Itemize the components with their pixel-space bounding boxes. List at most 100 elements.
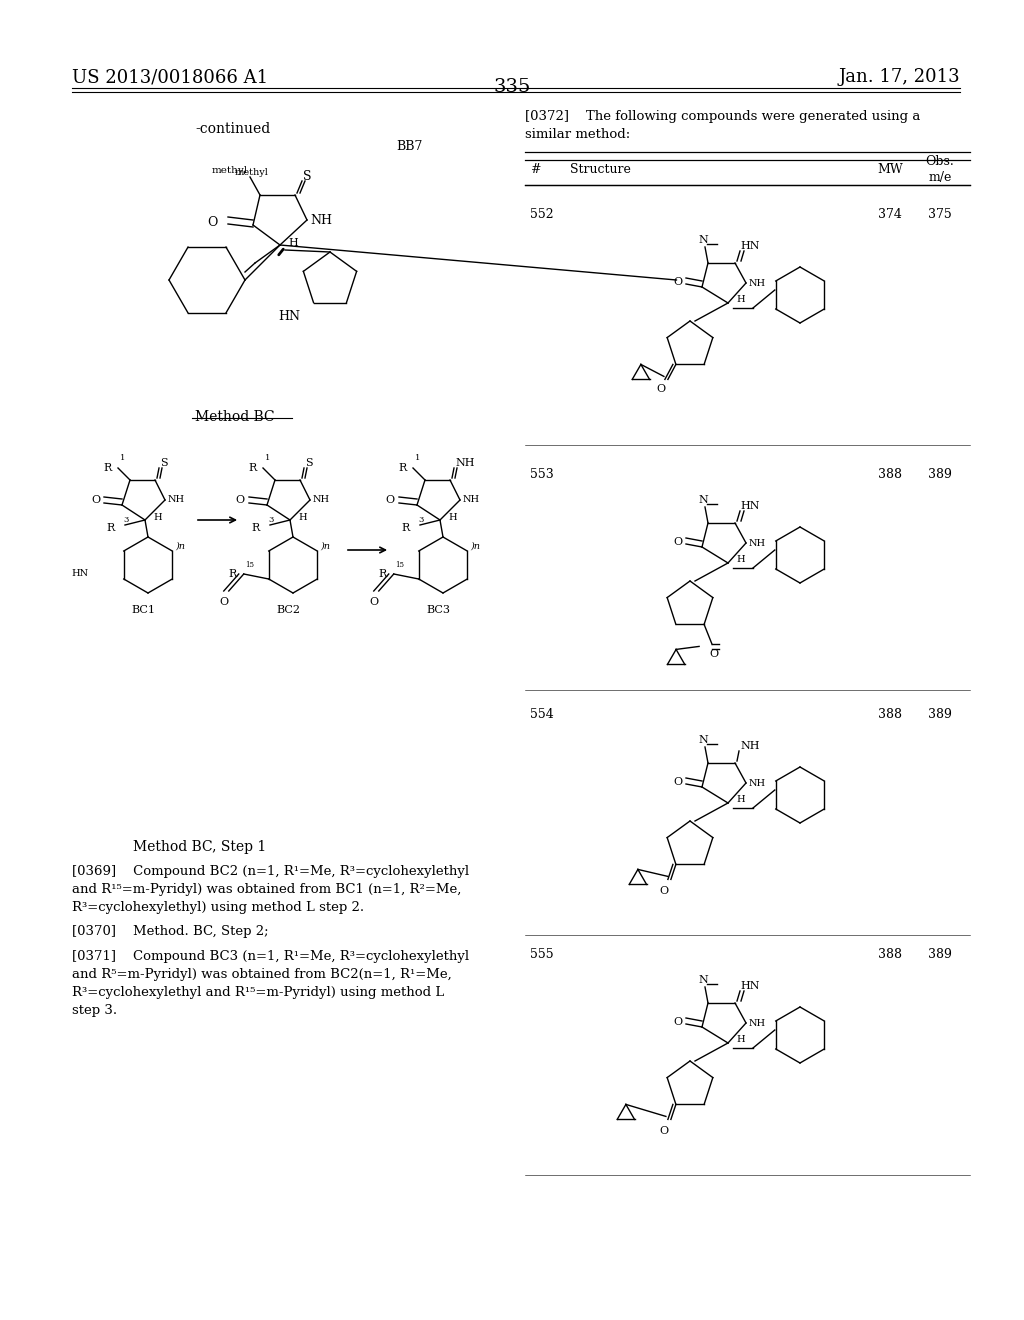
Text: and R⁵=m-Pyridyl) was obtained from BC2(n=1, R¹=Me,: and R⁵=m-Pyridyl) was obtained from BC2(… (72, 968, 452, 981)
Text: NH: NH (463, 495, 480, 504)
Text: BC1: BC1 (131, 605, 155, 615)
Text: Method BC, Step 1: Method BC, Step 1 (133, 840, 266, 854)
Text: O: O (659, 1126, 669, 1137)
Text: HN: HN (740, 502, 760, 511)
Text: H: H (153, 512, 162, 521)
Text: R³=cyclohexylethyl) using method L step 2.: R³=cyclohexylethyl) using method L step … (72, 902, 365, 913)
Text: S: S (160, 458, 168, 469)
Text: )n: )n (321, 541, 331, 550)
Text: R: R (103, 463, 112, 473)
Text: R: R (249, 463, 257, 473)
Text: m/e: m/e (929, 172, 951, 183)
Text: 388: 388 (878, 708, 902, 721)
Text: 15: 15 (394, 561, 403, 569)
Text: R: R (379, 569, 387, 579)
Text: O: O (656, 384, 666, 395)
Text: N: N (698, 975, 708, 985)
Text: H: H (449, 512, 457, 521)
Text: 388: 388 (878, 469, 902, 480)
Text: S: S (303, 170, 311, 183)
Text: O: O (659, 887, 669, 896)
Text: NH: NH (740, 741, 760, 751)
Text: H: H (736, 796, 744, 804)
Text: R: R (398, 463, 407, 473)
Text: O: O (219, 597, 228, 607)
Text: NH: NH (313, 495, 330, 504)
Text: 335: 335 (494, 78, 530, 96)
Text: 554: 554 (530, 708, 554, 721)
Text: NH: NH (455, 458, 474, 469)
Text: NH: NH (749, 779, 766, 788)
Text: R: R (252, 523, 260, 533)
Text: O: O (91, 495, 100, 506)
Text: 1: 1 (120, 454, 125, 462)
Text: S: S (305, 458, 312, 469)
Text: O: O (709, 649, 718, 660)
Text: R: R (228, 569, 237, 579)
Text: -continued: -continued (195, 121, 270, 136)
Text: NH: NH (749, 1019, 766, 1027)
Text: [0372]    The following compounds were generated using a: [0372] The following compounds were gene… (525, 110, 921, 123)
Text: )n: )n (470, 541, 480, 550)
Text: [0371]    Compound BC3 (n=1, R¹=Me, R³=cyclohexylethyl: [0371] Compound BC3 (n=1, R¹=Me, R³=cycl… (72, 950, 469, 964)
Text: N: N (698, 235, 708, 246)
Text: NH: NH (168, 495, 185, 504)
Text: O: O (386, 495, 395, 506)
Text: O: O (370, 597, 378, 607)
Text: 1: 1 (265, 454, 270, 462)
Text: methyl: methyl (236, 168, 269, 177)
Text: O: O (673, 277, 682, 286)
Text: N: N (698, 495, 708, 506)
Text: 3: 3 (418, 516, 423, 524)
Text: O: O (673, 537, 682, 546)
Text: 15: 15 (245, 561, 254, 569)
Text: N: N (698, 735, 708, 744)
Text: H: H (736, 296, 744, 305)
Text: US 2013/0018066 A1: US 2013/0018066 A1 (72, 69, 268, 86)
Text: H: H (736, 1035, 744, 1044)
Text: 389: 389 (928, 708, 952, 721)
Text: Structure: Structure (570, 162, 631, 176)
Text: 553: 553 (530, 469, 554, 480)
Text: H: H (288, 238, 298, 248)
Text: HN: HN (72, 569, 89, 578)
Text: similar method:: similar method: (525, 128, 630, 141)
Text: and R¹⁵=m-Pyridyl) was obtained from BC1 (n=1, R²=Me,: and R¹⁵=m-Pyridyl) was obtained from BC1… (72, 883, 462, 896)
Text: O: O (208, 215, 218, 228)
Text: R³=cyclohexylethyl and R¹⁵=m-Pyridyl) using method L: R³=cyclohexylethyl and R¹⁵=m-Pyridyl) us… (72, 986, 444, 999)
Text: BB7: BB7 (396, 140, 422, 153)
Text: 375: 375 (928, 209, 952, 220)
Text: H: H (736, 556, 744, 565)
Text: step 3.: step 3. (72, 1005, 117, 1016)
Text: Jan. 17, 2013: Jan. 17, 2013 (839, 69, 961, 86)
Text: MW: MW (878, 162, 903, 176)
Text: )n: )n (175, 541, 185, 550)
Text: O: O (236, 495, 245, 506)
Text: R: R (106, 523, 115, 533)
Text: NH: NH (310, 214, 332, 227)
Text: R: R (401, 523, 410, 533)
Text: HN: HN (740, 981, 760, 991)
Text: HN: HN (278, 310, 300, 323)
Text: #: # (530, 162, 541, 176)
Text: Obs.: Obs. (926, 154, 954, 168)
Text: 389: 389 (928, 469, 952, 480)
Text: Method BC: Method BC (195, 411, 274, 424)
Text: methyl: methyl (212, 166, 248, 176)
Text: O: O (673, 777, 682, 787)
Text: [0370]    Method. BC, Step 2;: [0370] Method. BC, Step 2; (72, 925, 268, 939)
Text: 3: 3 (268, 516, 273, 524)
Text: 555: 555 (530, 948, 554, 961)
Text: 389: 389 (928, 948, 952, 961)
Text: NH: NH (749, 539, 766, 548)
Text: HN: HN (740, 242, 760, 251)
Text: BC2: BC2 (276, 605, 300, 615)
Text: 388: 388 (878, 948, 902, 961)
Text: 374: 374 (878, 209, 902, 220)
Text: O: O (673, 1016, 682, 1027)
Text: [0369]    Compound BC2 (n=1, R¹=Me, R³=cyclohexylethyl: [0369] Compound BC2 (n=1, R¹=Me, R³=cycl… (72, 865, 469, 878)
Text: NH: NH (749, 279, 766, 288)
Text: BC3: BC3 (426, 605, 450, 615)
Text: 1: 1 (415, 454, 421, 462)
Text: 552: 552 (530, 209, 554, 220)
